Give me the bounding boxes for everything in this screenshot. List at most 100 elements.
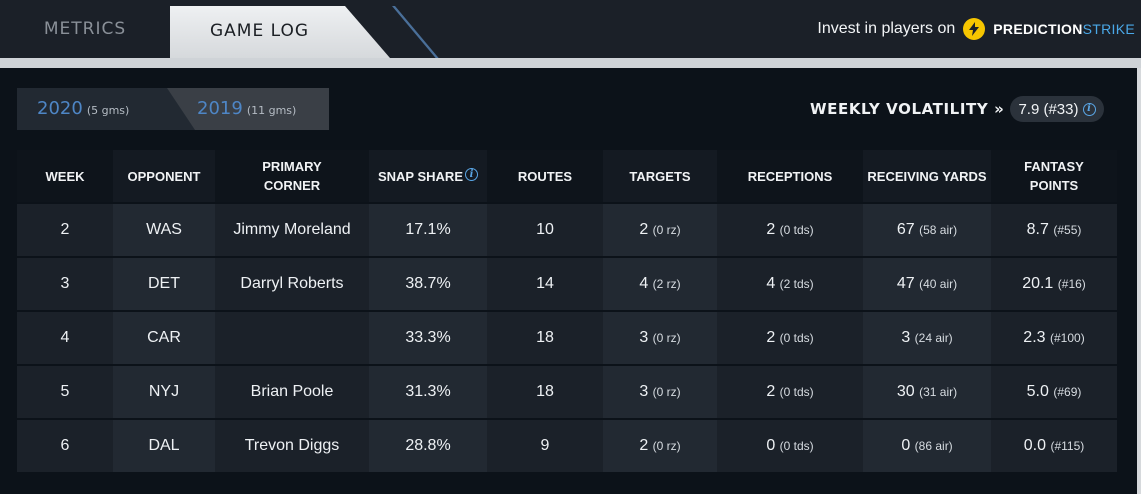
cell-week: 2 <box>17 204 113 256</box>
cell-opponent-value: CAR <box>147 329 181 346</box>
cell-yards-value: 0 <box>901 437 911 454</box>
cell-yards: 3 (24 air) <box>863 312 991 364</box>
header-routes[interactable]: ROUTES <box>487 150 603 202</box>
cell-corner: Trevon Diggs <box>215 420 369 472</box>
cell-week: 4 <box>17 312 113 364</box>
volatility-label-text: WEEKLY VOLATILITY <box>810 100 989 118</box>
tab-game-log-label: GAME LOG <box>210 21 310 41</box>
season-selector: 2020 (5 gms) 2019 (11 gms) <box>17 88 329 130</box>
cell-points-value: 8.7 <box>1026 221 1049 238</box>
cell-targets-detail: (0 rz) <box>652 331 681 345</box>
cell-receptions: 2 (0 tds) <box>717 312 863 364</box>
cell-receptions-value: 2 <box>766 329 776 346</box>
cell-receptions: 2 (0 tds) <box>717 204 863 256</box>
cell-yards-value: 30 <box>896 383 915 400</box>
table-row: 4 CAR 33.3% 18 3 (0 rz) 2 (0 tds) 3 (24 air) 2.… <box>17 312 1117 364</box>
cell-targets-value: 2 <box>639 437 649 454</box>
cell-snap-value: 17.1% <box>405 221 451 238</box>
volatility-arrow: » <box>994 100 1005 118</box>
cell-yards: 67 (58 air) <box>863 204 991 256</box>
cell-targets: 2 (0 rz) <box>603 204 717 256</box>
info-icon[interactable]: i <box>1082 102 1096 116</box>
cell-opponent-value: DAL <box>148 437 180 454</box>
header-targets[interactable]: TARGETS <box>603 150 717 202</box>
table-row: 2 WAS Jimmy Moreland 17.1% 10 2 (0 rz) 2 (0 td… <box>17 204 1117 256</box>
cell-yards: 30 (31 air) <box>863 366 991 418</box>
season-tab-2020[interactable]: 2020 (5 gms) <box>37 98 129 119</box>
header-snap-share[interactable]: SNAP SHARE i <box>369 150 487 202</box>
cell-week-value: 5 <box>60 383 70 400</box>
cell-opponent: WAS <box>113 204 215 256</box>
cell-receptions-value: 2 <box>766 221 776 238</box>
cell-snap: 33.3% <box>369 312 487 364</box>
cell-points-detail: (#69) <box>1053 385 1082 399</box>
cell-points-value: 5.0 <box>1026 383 1049 400</box>
header-fantasy-points[interactable]: FANTASY POINTS <box>991 150 1117 202</box>
header-week[interactable]: WEEK <box>17 150 113 202</box>
cell-routes: 14 <box>487 258 603 310</box>
cell-receptions-value: 4 <box>766 275 776 292</box>
cell-opponent: DET <box>113 258 215 310</box>
cell-targets-value: 3 <box>639 383 649 400</box>
cell-points-value: 2.3 <box>1023 329 1046 346</box>
season-year: 2019 <box>197 98 243 119</box>
cell-opponent: CAR <box>113 312 215 364</box>
cell-yards-value: 3 <box>901 329 911 346</box>
cell-points: 2.3 (#100) <box>991 312 1117 364</box>
cell-points-detail: (#100) <box>1050 331 1085 345</box>
cell-targets: 3 (0 rz) <box>603 366 717 418</box>
cell-receptions-detail: (0 tds) <box>779 223 814 237</box>
cell-receptions-value: 0 <box>766 437 776 454</box>
cell-week: 3 <box>17 258 113 310</box>
cell-week-value: 3 <box>60 275 70 292</box>
cell-routes: 18 <box>487 312 603 364</box>
cell-routes-value: 9 <box>540 437 550 454</box>
predictionstrike-promo[interactable]: Invest in players on PREDICTIONSTRIKE <box>817 14 1135 44</box>
season-tab-2019[interactable]: 2019 (11 gms) <box>197 98 296 119</box>
cell-routes-value: 18 <box>536 383 554 400</box>
season-year: 2020 <box>37 98 83 119</box>
cell-points-detail: (#16) <box>1057 277 1086 291</box>
cell-week: 5 <box>17 366 113 418</box>
cell-receptions-detail: (2 tds) <box>779 277 814 291</box>
cell-receptions: 4 (2 tds) <box>717 258 863 310</box>
header-fantasy-points-label: FANTASY POINTS <box>1024 159 1084 193</box>
cell-snap: 38.7% <box>369 258 487 310</box>
tab-metrics[interactable]: METRICS <box>43 19 127 39</box>
game-log-table: WEEK OPPONENT PRIMARY CORNER SNAP SHARE i… <box>17 148 1117 474</box>
cell-yards: 47 (40 air) <box>863 258 991 310</box>
cell-yards-detail: (86 air) <box>914 439 953 453</box>
cell-receptions-detail: (0 tds) <box>779 385 814 399</box>
header-receptions[interactable]: RECEPTIONS <box>717 150 863 202</box>
cell-targets-value: 3 <box>639 329 649 346</box>
table-row: 3 DET Darryl Roberts 38.7% 14 4 (2 rz) 4 (2 td… <box>17 258 1117 310</box>
cell-routes: 18 <box>487 366 603 418</box>
cell-snap: 17.1% <box>369 204 487 256</box>
cell-routes-value: 14 <box>536 275 554 292</box>
cell-receptions-value: 2 <box>766 383 776 400</box>
cell-yards-detail: (40 air) <box>919 277 958 291</box>
cell-corner <box>215 312 369 364</box>
header-primary-corner[interactable]: PRIMARY CORNER <box>215 150 369 202</box>
brand-light: STRIKE <box>1082 21 1135 37</box>
cell-points-detail: (#115) <box>1050 439 1085 453</box>
predictionstrike-logo: PREDICTIONSTRIKE <box>993 21 1135 37</box>
cell-points: 5.0 (#69) <box>991 366 1117 418</box>
cell-targets-detail: (2 rz) <box>652 277 681 291</box>
cell-opponent: DAL <box>113 420 215 472</box>
cell-opponent-value: DET <box>148 275 180 292</box>
header-receiving-yards[interactable]: RECEIVING YARDS <box>863 150 991 202</box>
cell-targets-detail: (0 rz) <box>652 385 681 399</box>
cell-targets: 2 (0 rz) <box>603 420 717 472</box>
header-opponent[interactable]: OPPONENT <box>113 150 215 202</box>
cell-week-value: 6 <box>60 437 70 454</box>
cell-receptions: 0 (0 tds) <box>717 420 863 472</box>
game-log-panel: 2020 (5 gms) 2019 (11 gms) WEEKLY VOLATI… <box>0 68 1141 494</box>
cell-receptions-detail: (0 tds) <box>779 331 814 345</box>
cell-routes-value: 18 <box>536 329 554 346</box>
cell-corner-value: Jimmy Moreland <box>233 221 351 238</box>
cell-routes: 10 <box>487 204 603 256</box>
info-icon[interactable]: i <box>465 168 478 181</box>
cell-corner: Darryl Roberts <box>215 258 369 310</box>
cell-yards-detail: (58 air) <box>919 223 958 237</box>
